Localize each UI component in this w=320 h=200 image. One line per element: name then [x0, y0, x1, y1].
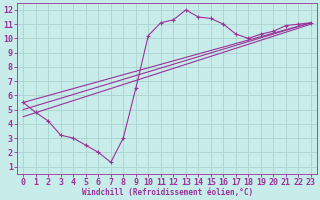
X-axis label: Windchill (Refroidissement éolien,°C): Windchill (Refroidissement éolien,°C): [82, 188, 253, 197]
